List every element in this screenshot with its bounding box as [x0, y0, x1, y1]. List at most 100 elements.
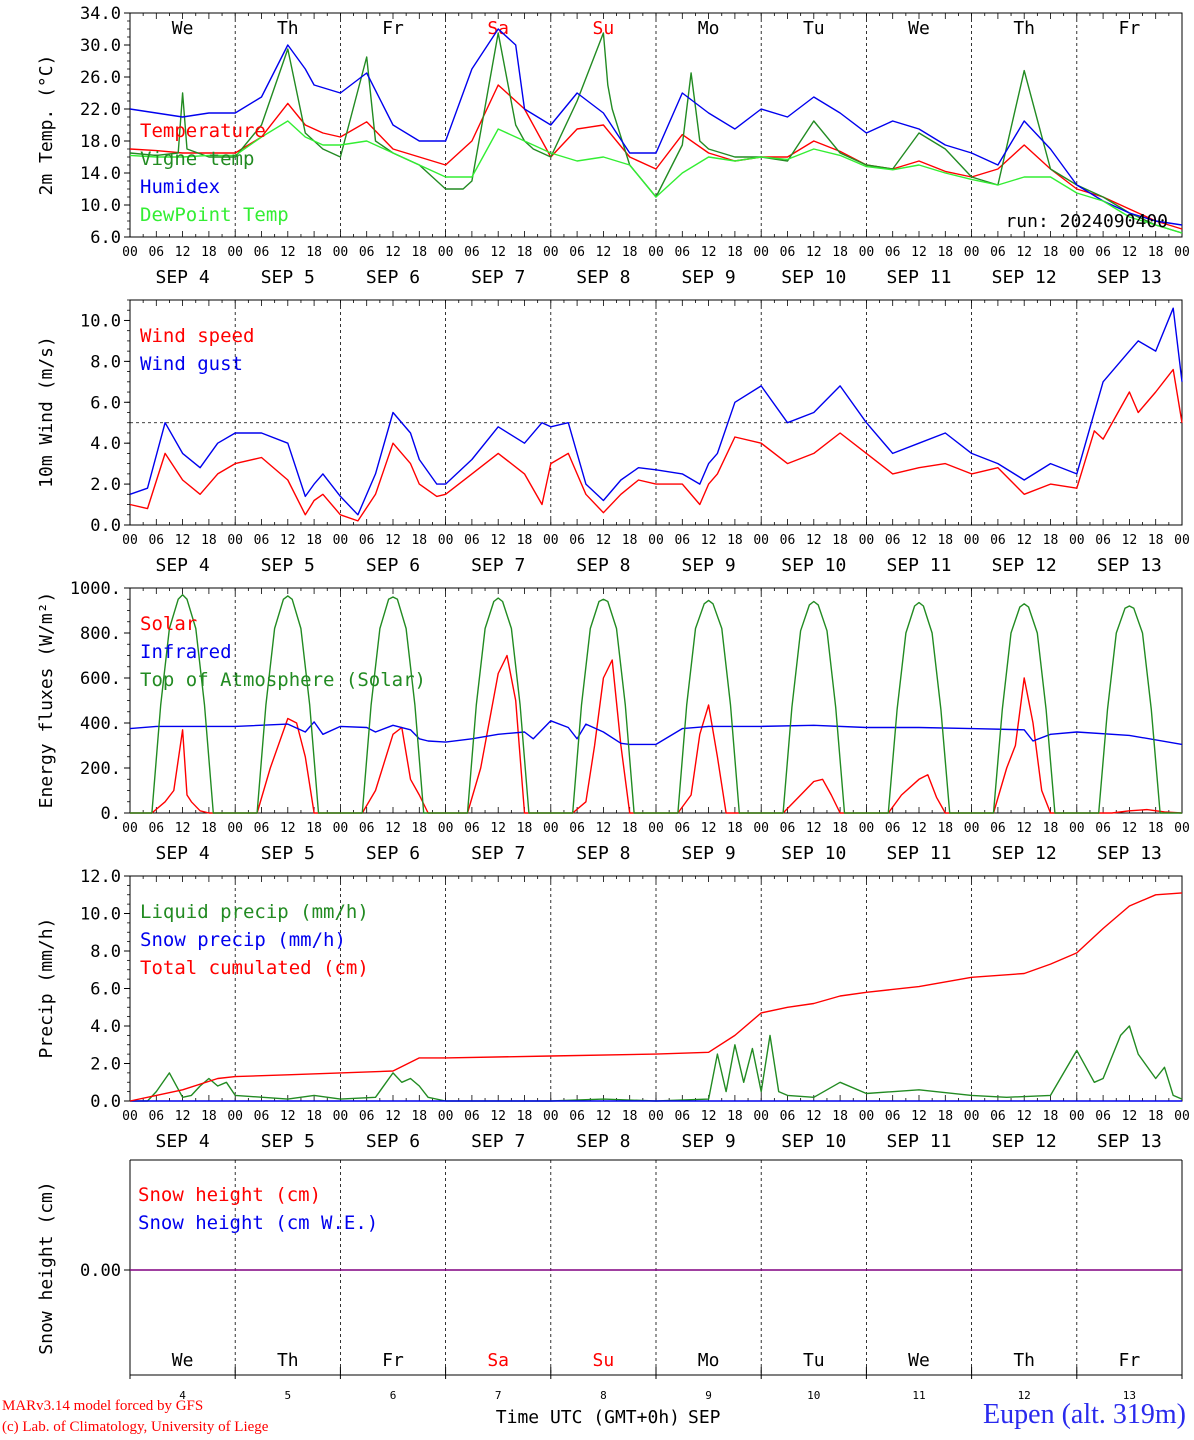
legend-entry: Snow height (cm) — [138, 1184, 321, 1206]
hour-tick-label: 00 — [753, 1109, 769, 1124]
date-label: SEP 4 — [156, 843, 210, 864]
hour-tick-label: 18 — [517, 821, 533, 836]
day-number-label: 8 — [600, 1389, 607, 1402]
hour-tick-label: 06 — [885, 821, 901, 836]
hour-tick-label: 12 — [806, 533, 822, 548]
precip-series-line — [129, 892, 1183, 1102]
hour-tick-label: 12 — [385, 533, 401, 548]
hour-tick-label: 00 — [648, 1109, 664, 1124]
y-tick-label: 0.0 — [90, 516, 121, 536]
y-tick-label: 18.0 — [80, 132, 121, 152]
weekday-label: Fr — [382, 18, 404, 39]
y-tick-label: 12.0 — [80, 867, 121, 887]
hour-tick-label: 00 — [438, 1109, 454, 1124]
hour-tick-label: 00 — [1174, 533, 1190, 548]
location-label: Eupen (alt. 319m) — [983, 1399, 1186, 1430]
hour-tick-label: 00 — [648, 245, 664, 260]
weekday-label: We — [908, 1350, 930, 1371]
hour-tick-label: 06 — [990, 1109, 1006, 1124]
hour-tick-label: 00 — [543, 245, 559, 260]
day-number-label: 13 — [1123, 1389, 1136, 1402]
hour-tick-label: 18 — [937, 1109, 953, 1124]
hour-tick-label: 18 — [411, 533, 427, 548]
hour-tick-label: 00 — [1174, 821, 1190, 836]
hour-tick-label: 18 — [622, 533, 638, 548]
date-label: SEP 12 — [992, 843, 1057, 864]
hour-tick-label: 18 — [411, 245, 427, 260]
hour-tick-label: 06 — [885, 245, 901, 260]
y-tick-label: 14.0 — [80, 164, 121, 184]
y-tick-label: 800. — [80, 624, 121, 644]
hour-tick-label: 06 — [254, 1109, 270, 1124]
hour-tick-label: 00 — [438, 533, 454, 548]
hour-tick-label: 18 — [622, 821, 638, 836]
hour-tick-label: 18 — [1148, 245, 1164, 260]
y-tick-label: 0.00 — [80, 1261, 121, 1281]
hour-tick-label: 00 — [543, 821, 559, 836]
y-tick-label: 10.0 — [80, 311, 121, 331]
hour-tick-label: 06 — [254, 533, 270, 548]
date-label: SEP 10 — [781, 267, 846, 288]
hour-tick-label: 12 — [596, 1109, 612, 1124]
energy-series-line — [130, 594, 1182, 814]
weekday-label: Th — [1013, 18, 1035, 39]
panel-frame-2 — [129, 587, 1183, 814]
run-label: run: 2024090400 — [1005, 211, 1168, 232]
date-label: SEP 11 — [886, 555, 951, 576]
hour-tick-label: 06 — [990, 821, 1006, 836]
hour-tick-label: 00 — [964, 533, 980, 548]
temperature-series-line — [129, 120, 1183, 234]
hour-tick-label: 18 — [832, 245, 848, 260]
hour-tick-label: 06 — [148, 821, 164, 836]
date-label: SEP 9 — [682, 267, 736, 288]
hour-tick-label: 12 — [385, 821, 401, 836]
hour-tick-label: 06 — [990, 533, 1006, 548]
hour-tick-label: 06 — [780, 245, 796, 260]
date-label: SEP 13 — [1097, 267, 1162, 288]
hour-tick-label: 12 — [490, 533, 506, 548]
weekday-label: Mo — [698, 18, 720, 39]
hour-tick-label: 12 — [1122, 821, 1138, 836]
hour-tick-label: 18 — [727, 245, 743, 260]
hour-tick-label: 06 — [674, 245, 690, 260]
hour-tick-label: 06 — [1095, 245, 1111, 260]
date-label: SEP 13 — [1097, 1131, 1162, 1152]
date-label: SEP 7 — [471, 555, 525, 576]
hour-tick-label: 12 — [911, 245, 927, 260]
hour-tick-label: 06 — [464, 533, 480, 548]
hour-tick-label: 12 — [175, 245, 191, 260]
hour-tick-label: 12 — [1122, 245, 1138, 260]
hour-tick-label: 06 — [780, 533, 796, 548]
y-tick-label: 200. — [80, 759, 121, 779]
hour-tick-label: 06 — [464, 821, 480, 836]
date-label: SEP 5 — [261, 267, 315, 288]
hour-tick-label: 00 — [964, 821, 980, 836]
hour-tick-label: 06 — [254, 821, 270, 836]
hour-tick-label: 18 — [727, 533, 743, 548]
hour-tick-label: 12 — [490, 1109, 506, 1124]
date-label: SEP 6 — [366, 555, 420, 576]
hour-tick-label: 06 — [674, 821, 690, 836]
y-axis-title: 10m Wind (m/s) — [36, 336, 57, 488]
hour-tick-label: 18 — [937, 821, 953, 836]
date-label: SEP 5 — [261, 1131, 315, 1152]
hour-tick-label: 12 — [280, 245, 296, 260]
y-tick-label: 22.0 — [80, 100, 121, 120]
y-tick-label: 2.0 — [90, 1055, 121, 1075]
date-label: SEP 5 — [261, 555, 315, 576]
hour-tick-label: 12 — [806, 821, 822, 836]
hour-tick-label: 06 — [780, 1109, 796, 1124]
y-tick-label: 8.0 — [90, 352, 121, 372]
hour-tick-label: 18 — [306, 245, 322, 260]
hour-tick-label: 18 — [517, 533, 533, 548]
weekday-label: Th — [1013, 1350, 1035, 1371]
hour-tick-label: 00 — [1069, 245, 1085, 260]
hour-tick-label: 18 — [201, 245, 217, 260]
y-tick-label: 4.0 — [90, 1017, 121, 1037]
hour-tick-label: 12 — [596, 821, 612, 836]
date-label: SEP 13 — [1097, 555, 1162, 576]
hour-tick-label: 18 — [306, 1109, 322, 1124]
hour-tick-label: 18 — [832, 1109, 848, 1124]
hour-tick-label: 18 — [1148, 1109, 1164, 1124]
date-label: SEP 12 — [992, 555, 1057, 576]
